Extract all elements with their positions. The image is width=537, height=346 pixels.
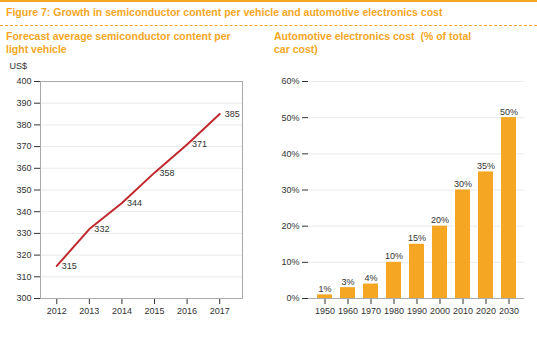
svg-text:30%: 30%: [454, 179, 472, 189]
svg-text:380: 380: [16, 120, 31, 130]
svg-text:35%: 35%: [477, 161, 495, 171]
svg-text:20%: 20%: [431, 215, 449, 225]
svg-text:340: 340: [16, 207, 31, 217]
svg-text:10%: 10%: [385, 251, 403, 261]
svg-text:10%: 10%: [281, 257, 299, 267]
svg-text:2020: 2020: [476, 306, 496, 316]
svg-text:332: 332: [94, 224, 109, 234]
svg-text:1980: 1980: [384, 306, 404, 316]
html-text:Figure 7: Growth in semiconduc: Figure 7: Growth in semiconductor conten…: [6, 6, 443, 18]
svg-text:310: 310: [16, 272, 31, 282]
svg-text:2000: 2000: [430, 306, 450, 316]
svg-text:US$: US$: [10, 61, 28, 71]
svg-text:385: 385: [225, 109, 240, 119]
svg-text:2010: 2010: [453, 306, 473, 316]
svg-text:320: 320: [16, 250, 31, 260]
svg-text:60%: 60%: [281, 76, 299, 86]
svg-text:2015: 2015: [145, 306, 165, 316]
html-text:Automotive electronics cost (%: Automotive electronics cost (% of total …: [274, 29, 472, 56]
svg-text:1970: 1970: [361, 306, 381, 316]
svg-text:330: 330: [16, 228, 31, 238]
svg-text:2030: 2030: [499, 306, 519, 316]
svg-text:350: 350: [16, 185, 31, 195]
svg-text:15%: 15%: [408, 233, 426, 243]
svg-text:1%: 1%: [318, 284, 331, 294]
svg-text:2014: 2014: [112, 306, 132, 316]
svg-text:1960: 1960: [338, 306, 358, 316]
svg-text:3%: 3%: [341, 276, 354, 286]
svg-text:1950: 1950: [315, 306, 335, 316]
svg-text:50%: 50%: [500, 106, 518, 116]
svg-text:300: 300: [16, 293, 31, 303]
svg-text:0%: 0%: [286, 293, 299, 303]
svg-text:390: 390: [16, 98, 31, 108]
svg-text:1990: 1990: [407, 306, 427, 316]
svg-text:4%: 4%: [364, 273, 377, 283]
svg-text:315: 315: [62, 261, 77, 271]
svg-text:2012: 2012: [47, 306, 67, 316]
svg-text:2016: 2016: [177, 306, 197, 316]
svg-text:2013: 2013: [79, 306, 99, 316]
svg-text:371: 371: [192, 139, 207, 149]
svg-text:400: 400: [16, 76, 31, 86]
svg-text:30%: 30%: [281, 185, 299, 195]
svg-text:20%: 20%: [281, 221, 299, 231]
svg-text:370: 370: [16, 141, 31, 151]
svg-text:2017: 2017: [210, 306, 230, 316]
svg-text:40%: 40%: [281, 149, 299, 159]
svg-text:344: 344: [127, 198, 142, 208]
svg-text:360: 360: [16, 163, 31, 173]
svg-text:358: 358: [160, 167, 175, 177]
html-text:Forecast average semiconductor: Forecast average semiconductor content p…: [6, 29, 231, 56]
svg-text:50%: 50%: [281, 112, 299, 122]
